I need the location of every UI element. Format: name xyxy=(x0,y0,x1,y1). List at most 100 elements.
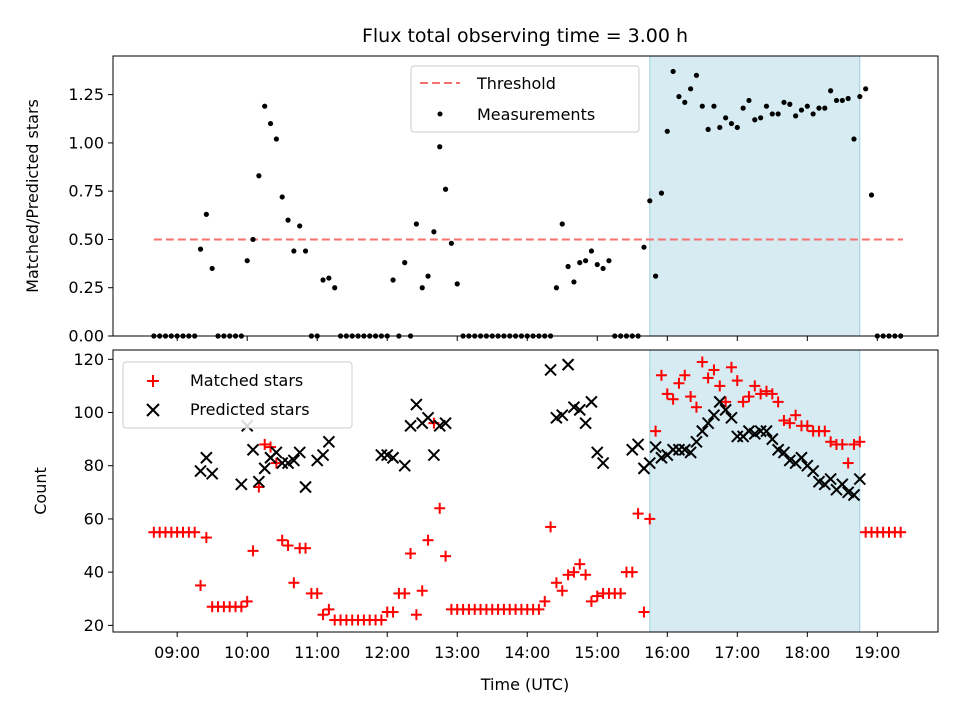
measurement-point xyxy=(746,97,752,104)
matched-star-point xyxy=(440,550,452,562)
matched-star-point xyxy=(241,595,253,607)
predicted-star-point xyxy=(579,416,592,430)
matched-star-point xyxy=(708,364,720,376)
matched-star-point xyxy=(755,388,767,400)
x-tick-label: 17:00 xyxy=(714,643,760,662)
measurement-point xyxy=(758,115,764,121)
ratio-panel: 0.00 0.25 0.50 0.75 1.00 1.25 Matched/Predict… xyxy=(23,55,939,346)
matched-star-point xyxy=(848,438,860,450)
y-tick-label: 20 xyxy=(84,616,104,635)
predicted-star-point xyxy=(777,446,791,459)
measurement-point xyxy=(793,113,799,119)
matched-star-point xyxy=(235,601,247,613)
measurement-point xyxy=(723,115,729,121)
matched-star-point xyxy=(539,595,551,607)
count-legend: Matched stars Predicted stars xyxy=(122,361,353,429)
predicted-star-point xyxy=(404,419,417,433)
count-x-ticks: 09:00 10:00 11:00 12:00 13:00 14:00 15:00 16:00… xyxy=(154,632,900,662)
predicted-star-point xyxy=(696,424,709,438)
measurement-point xyxy=(320,277,326,283)
predicted-star-point xyxy=(701,416,715,430)
measurement-point xyxy=(833,97,840,104)
measurement-point xyxy=(332,285,338,291)
x-axis-label: Time (UTC) xyxy=(480,675,569,694)
matched-star-point xyxy=(410,609,422,621)
predicted-star-point xyxy=(322,435,336,448)
measurement-point xyxy=(769,111,775,117)
matched-star-point xyxy=(189,526,201,538)
measurement-point xyxy=(740,105,746,111)
matched-star-point xyxy=(836,438,848,450)
measurement-point xyxy=(413,221,419,227)
predicted-star-point xyxy=(246,443,260,456)
measurement-point xyxy=(670,68,676,75)
predicted-star-point xyxy=(398,459,411,472)
measurement-point xyxy=(787,101,793,107)
measurement-point xyxy=(828,88,834,94)
matched-star-point xyxy=(317,609,329,621)
y-tick-label: 60 xyxy=(84,509,104,528)
predicted-star-point xyxy=(666,443,680,456)
ratio-y-axis-label: Matched/Predicted stars xyxy=(23,99,42,293)
y-tick-label: 0.50 xyxy=(68,230,104,249)
measurement-point xyxy=(448,240,455,246)
matched-star-point xyxy=(749,380,761,392)
matched-star-point xyxy=(661,388,673,400)
matched-star-point xyxy=(819,425,831,437)
matched-star-point xyxy=(556,585,568,597)
measurement-point xyxy=(752,117,758,123)
predicted-star-point xyxy=(275,456,289,470)
matched-star-point xyxy=(550,577,562,589)
matched-star-point xyxy=(253,481,265,493)
matched-star-point xyxy=(422,534,434,546)
matched-star-point xyxy=(276,534,288,546)
predicted-star-point xyxy=(573,403,586,417)
measurement-point xyxy=(699,103,705,109)
predicted-star-point xyxy=(421,411,435,425)
y-tick-label: 40 xyxy=(84,563,104,582)
predicted-star-point xyxy=(631,438,645,451)
predicted-star-point xyxy=(766,432,779,446)
matched-star-point xyxy=(416,585,428,597)
predicted-star-point xyxy=(649,440,662,454)
measurement-point xyxy=(641,244,647,250)
y-tick-label: 0.00 xyxy=(68,327,104,346)
measurement-point xyxy=(798,107,805,113)
y-tick-label: 120 xyxy=(73,350,104,369)
predicted-stars-points xyxy=(194,358,867,502)
matched-star-point xyxy=(714,380,726,392)
measurement-point xyxy=(197,246,204,252)
chart-title: Flux total observing time = 3.00 h xyxy=(362,25,688,47)
legend-measurements-label: Measurements xyxy=(477,105,595,124)
count-y-axis-label: Count xyxy=(31,467,50,515)
predicted-star-point xyxy=(760,424,773,438)
matched-star-point xyxy=(591,590,603,602)
matched-star-point xyxy=(265,441,277,453)
measurement-point xyxy=(705,126,711,132)
predicted-star-point xyxy=(200,451,213,464)
predicted-star-point xyxy=(836,478,849,491)
measurement-point xyxy=(297,223,303,229)
matched-star-point xyxy=(650,425,662,437)
predicted-star-point xyxy=(235,478,248,491)
ratio-panel-frame xyxy=(112,55,939,337)
count-y-ticks: 20 40 60 80 100 120 xyxy=(73,350,113,635)
measurement-point xyxy=(454,281,460,287)
predicted-star-point xyxy=(544,363,557,377)
predicted-star-point xyxy=(795,451,808,464)
predicted-star-point xyxy=(719,403,732,417)
matched-star-point xyxy=(638,606,650,618)
predicted-star-point xyxy=(316,448,330,462)
legend-matched-label: Matched stars xyxy=(190,371,303,390)
matched-star-point xyxy=(580,569,592,581)
measurement-point xyxy=(781,99,787,105)
measurement-point xyxy=(647,198,653,204)
x-tick-label: 09:00 xyxy=(154,643,200,662)
matched-star-point xyxy=(195,579,207,591)
matched-star-point xyxy=(784,417,796,429)
highlight-span-rect xyxy=(649,55,861,337)
predicted-star-point xyxy=(713,395,726,409)
predicted-star-point xyxy=(853,472,867,486)
matched-star-point xyxy=(574,558,586,570)
